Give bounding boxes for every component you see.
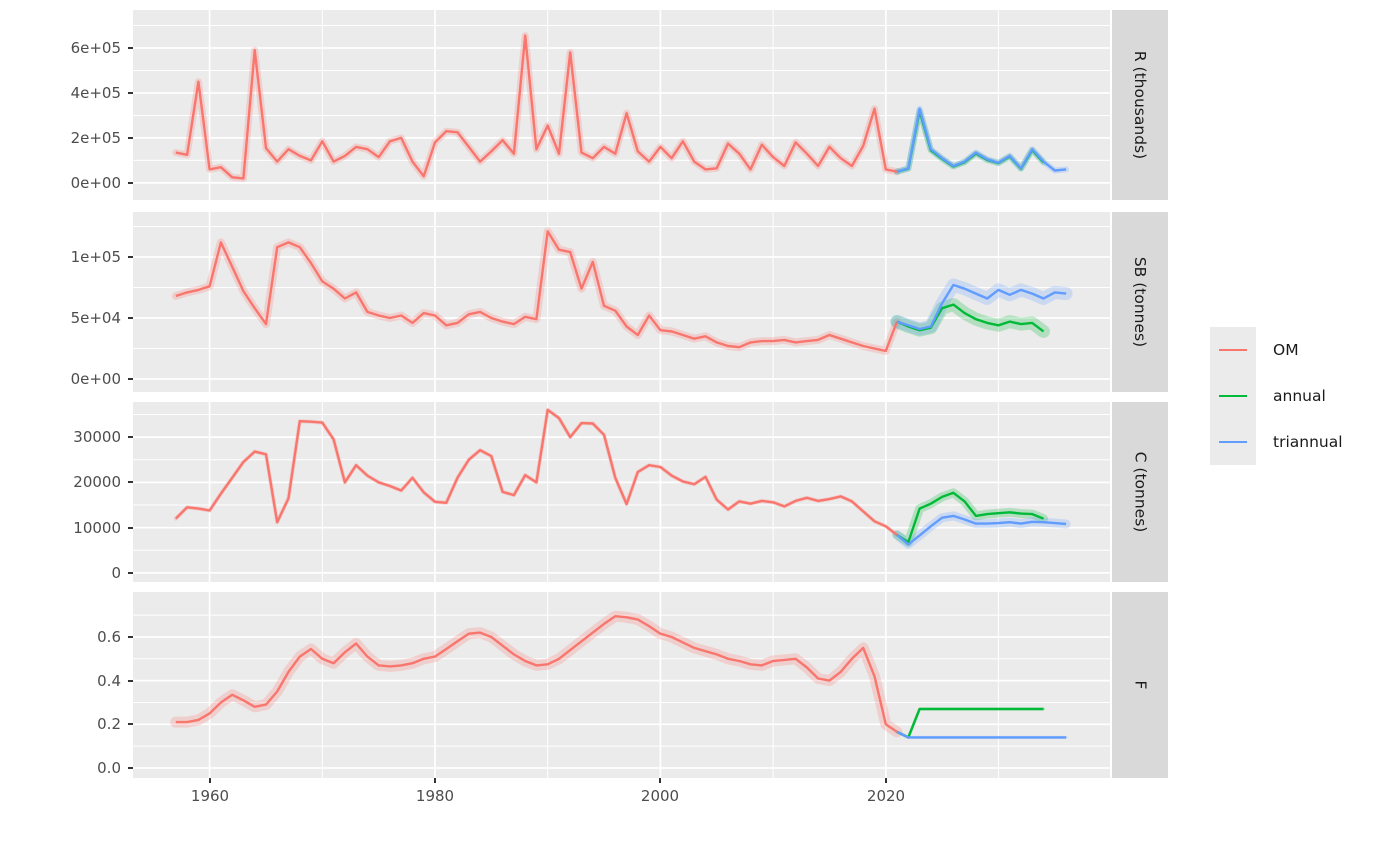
y-tick-mark <box>128 527 133 529</box>
y-tick-label: 0.6 <box>97 628 121 646</box>
y-tick-label: 6e+05 <box>70 39 121 57</box>
facet-strip-label: C (tonnes) <box>1131 451 1150 533</box>
y-tick-mark <box>128 436 133 438</box>
y-tick-label: 0e+00 <box>70 370 121 388</box>
legend-key-om <box>1210 327 1256 373</box>
facet-panel-sb <box>133 212 1110 392</box>
facet-panel-f <box>133 592 1110 778</box>
om-line-swatch-icon <box>1219 349 1247 352</box>
y-tick-mark <box>128 767 133 769</box>
y-tick-mark <box>128 680 133 682</box>
facet-strip-c: C (tonnes) <box>1112 402 1168 582</box>
annual-line-swatch-icon <box>1219 395 1247 398</box>
y-tick-mark <box>128 636 133 638</box>
y-tick-label: 0.0 <box>97 759 121 777</box>
y-tick-mark <box>128 723 133 725</box>
facet-strip-label: F <box>1130 680 1149 690</box>
y-tick-label: 4e+05 <box>70 84 121 102</box>
y-tick-mark <box>128 256 133 258</box>
x-tick-label: 2000 <box>640 787 680 805</box>
facet-strip-label: SB (tonnes) <box>1131 256 1150 348</box>
x-tick-label: 2020 <box>866 787 906 805</box>
y-tick-mark <box>128 182 133 184</box>
y-tick-label: 5e+04 <box>70 309 121 327</box>
y-tick-mark <box>128 137 133 139</box>
x-tick-mark <box>659 778 661 783</box>
panel-plot-r <box>133 10 1110 200</box>
y-tick-label: 0.4 <box>97 672 121 690</box>
panel-plot-f <box>133 592 1110 778</box>
legend-item-om: OM <box>1210 327 1343 373</box>
y-tick-mark <box>128 47 133 49</box>
y-tick-mark <box>128 481 133 483</box>
legend: OM annual triannual <box>1210 327 1343 465</box>
y-tick-mark <box>128 317 133 319</box>
x-tick-label: 1980 <box>415 787 455 805</box>
y-tick-label: 0e+00 <box>70 174 121 192</box>
facet-panel-c <box>133 402 1110 582</box>
legend-key-triannual <box>1210 419 1256 465</box>
x-tick-mark <box>434 778 436 783</box>
facet-strip-label: R (thousands) <box>1131 50 1149 160</box>
y-tick-label: 1e+05 <box>70 248 121 266</box>
facet-strip-sb: SB (tonnes) <box>1112 212 1168 392</box>
legend-key-annual <box>1210 373 1256 419</box>
legend-label: triannual <box>1273 433 1343 451</box>
y-tick-label: 30000 <box>73 428 121 446</box>
facet-strip-r: R (thousands) <box>1112 10 1168 200</box>
facet-strip-f: F <box>1112 592 1168 778</box>
y-tick-label: 2e+05 <box>70 129 121 147</box>
x-tick-mark <box>209 778 211 783</box>
y-tick-label: 10000 <box>73 519 121 537</box>
panel-plot-sb <box>133 212 1110 392</box>
y-tick-label: 0.2 <box>97 715 121 733</box>
legend-item-annual: annual <box>1210 373 1343 419</box>
legend-label: annual <box>1273 387 1326 405</box>
facet-panel-r <box>133 10 1110 200</box>
y-tick-mark <box>128 572 133 574</box>
panel-plot-c <box>133 402 1110 582</box>
x-tick-label: 1960 <box>190 787 230 805</box>
y-tick-mark <box>128 378 133 380</box>
y-tick-label: 0 <box>111 564 121 582</box>
y-tick-label: 20000 <box>73 473 121 491</box>
legend-item-triannual: triannual <box>1210 419 1343 465</box>
x-tick-mark <box>885 778 887 783</box>
legend-label: OM <box>1273 341 1299 359</box>
y-tick-mark <box>128 92 133 94</box>
triannual-line-swatch-icon <box>1219 441 1247 444</box>
